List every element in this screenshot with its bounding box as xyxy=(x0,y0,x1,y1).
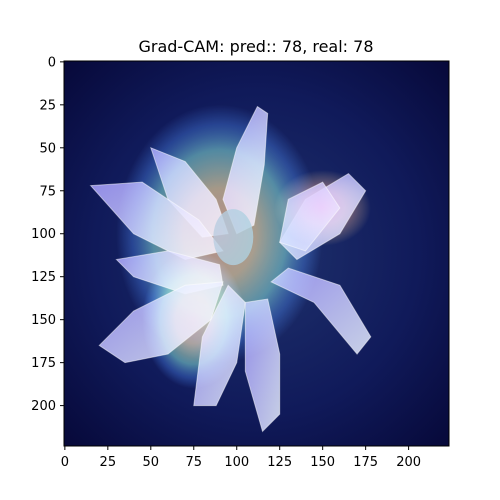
x-tick-label: 100 xyxy=(224,455,249,470)
x-axis: 0 25 50 75 100 125 150 175 200 xyxy=(61,446,421,470)
x-tick-label: 0 xyxy=(61,455,69,470)
x-tick-label: 125 xyxy=(267,455,292,470)
x-tick-label: 150 xyxy=(310,455,335,470)
y-tick-label: 150 xyxy=(31,313,56,328)
x-tick-label: 175 xyxy=(353,455,378,470)
heat-region-2 xyxy=(274,170,371,246)
y-tick-label: 75 xyxy=(39,184,56,199)
y-tick-label: 175 xyxy=(31,356,56,371)
y-tick-label: 0 xyxy=(48,55,56,70)
x-tick-label: 200 xyxy=(396,455,421,470)
chart-title: Grad-CAM: pred:: 78, real: 78 xyxy=(138,37,373,56)
x-tick-label: 75 xyxy=(185,455,202,470)
heatmap-image xyxy=(64,61,449,446)
y-tick-label: 25 xyxy=(39,98,56,113)
y-tick-label: 100 xyxy=(31,227,56,242)
y-tick-label: 50 xyxy=(39,141,56,156)
x-tick-label: 50 xyxy=(143,455,160,470)
heat-region-3 xyxy=(142,250,246,389)
axes-frame xyxy=(63,60,450,447)
heat-overlay xyxy=(116,104,371,389)
x-tick-label: 25 xyxy=(100,455,117,470)
y-axis: 0 25 50 75 100 125 150 175 200 xyxy=(31,55,64,414)
y-tick-label: 125 xyxy=(31,270,56,285)
y-tick-label: 200 xyxy=(31,399,56,414)
